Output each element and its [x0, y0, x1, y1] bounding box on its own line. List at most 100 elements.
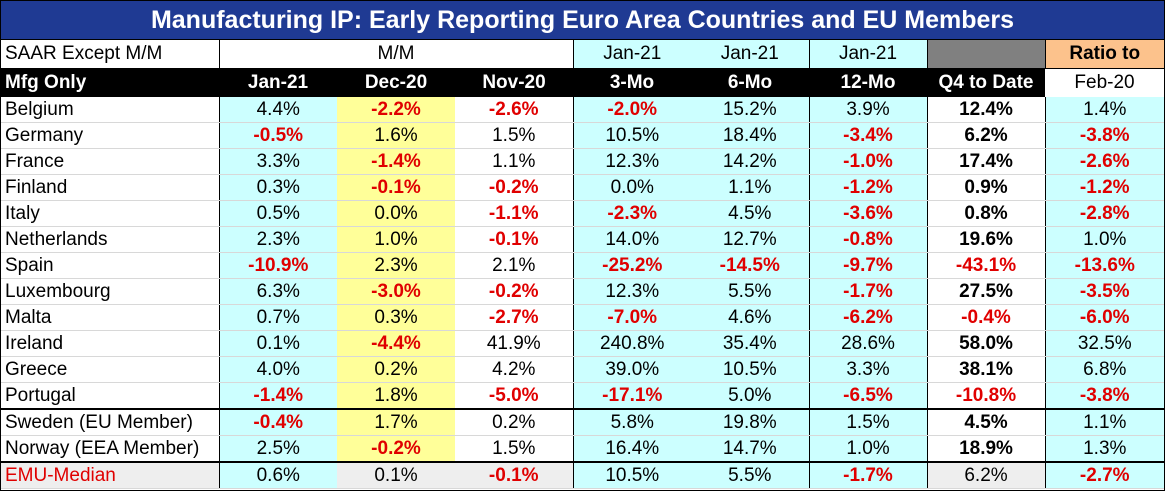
value-cell: -1.7%: [809, 461, 928, 489]
table-title: Manufacturing IP: Early Reporting Euro A…: [1, 1, 1164, 40]
value-cell: 1.1%: [455, 148, 574, 175]
value-cell: -1.1%: [455, 200, 574, 227]
header-cell: Mfg Only: [1, 68, 219, 97]
value-cell: 6.8%: [1045, 356, 1164, 383]
value-cell: 5.5%: [691, 278, 810, 305]
table-row: Italy 0.5% 0.0% -1.1% -2.3% 4.5% -3.6% 0.8% -2.8…: [1, 200, 1164, 227]
value-cell: 0.2%: [455, 408, 574, 436]
value-cell: 12.3%: [573, 148, 691, 175]
value-cell: 0.9%: [927, 174, 1046, 201]
country-label: Spain: [1, 252, 220, 279]
table-row: Spain -10.9% 2.3% 2.1% -25.2% -14.5% -9.7% -43.…: [1, 252, 1164, 279]
header-row-1: SAAR Except M/M M/M Jan-21 Jan-21 Jan-21…: [1, 40, 1164, 69]
table-row: Greece 4.0% 0.2% 4.2% 39.0% 10.5% 3.3% 38.1% 6.8…: [1, 356, 1164, 383]
table-row: Norway (EEA Member) 2.5% -0.2% 1.5% 16.4% 14.…: [1, 435, 1164, 463]
value-cell: -2.6%: [1045, 148, 1164, 175]
value-cell: 3.3%: [809, 356, 928, 383]
value-cell: -0.5%: [219, 122, 337, 149]
ip-table: SAAR Except M/M M/M Jan-21 Jan-21 Jan-21…: [1, 40, 1164, 489]
header-cell: Jan-21: [809, 40, 928, 69]
value-cell: -10.8%: [927, 382, 1046, 410]
value-cell: 19.6%: [927, 226, 1046, 253]
value-cell: 1.5%: [809, 408, 928, 436]
value-cell: -0.1%: [455, 226, 574, 253]
value-cell: -1.4%: [219, 382, 337, 410]
value-cell: 10.5%: [573, 122, 691, 149]
country-label: Ireland: [1, 330, 220, 357]
header-cell: Jan-21: [573, 40, 691, 69]
header-cell: Jan-21: [691, 40, 810, 69]
country-label: Italy: [1, 200, 220, 227]
table-row: Malta 0.7% 0.3% -2.7% -7.0% 4.6% -6.2% -0.4% -6.…: [1, 304, 1164, 331]
value-cell: -3.8%: [1045, 122, 1164, 149]
value-cell: -3.6%: [809, 200, 928, 227]
value-cell: 0.3%: [337, 304, 455, 331]
header-cell: 3-Mo: [573, 68, 691, 97]
header-cell: [219, 40, 337, 69]
value-cell: -3.5%: [1045, 278, 1164, 305]
header-cell: Nov-20: [455, 68, 573, 97]
country-label: Sweden (EU Member): [1, 408, 220, 436]
country-label: France: [1, 148, 220, 175]
value-cell: 16.4%: [573, 435, 691, 463]
value-cell: -2.2%: [337, 97, 455, 123]
value-cell: 1.5%: [455, 122, 574, 149]
value-cell: -25.2%: [573, 252, 691, 279]
table-row: Sweden (EU Member) -0.4% 1.7% 0.2% 5.8% 19.8%…: [1, 408, 1164, 436]
header-cell: 12-Mo: [809, 68, 927, 97]
table-row: Finland 0.3% -0.1% -0.2% 0.0% 1.1% -1.2% 0.9% -1…: [1, 174, 1164, 201]
value-cell: -0.2%: [455, 174, 574, 201]
value-cell: -0.4%: [927, 304, 1046, 331]
value-cell: -3.4%: [809, 122, 928, 149]
value-cell: -1.0%: [809, 148, 928, 175]
value-cell: 58.0%: [927, 330, 1046, 357]
value-cell: 6.3%: [219, 278, 337, 305]
value-cell: 6.2%: [927, 461, 1046, 489]
value-cell: 240.8%: [573, 330, 691, 357]
value-cell: -43.1%: [927, 252, 1046, 279]
value-cell: -0.4%: [219, 408, 337, 436]
value-cell: 4.4%: [219, 97, 337, 123]
value-cell: -0.8%: [809, 226, 928, 253]
table-row: France 3.3% -1.4% 1.1% 12.3% 14.2% -1.0% 17.4% -…: [1, 148, 1164, 175]
value-cell: 1.3%: [1045, 435, 1164, 463]
value-cell: 1.0%: [337, 226, 455, 253]
value-cell: -10.9%: [219, 252, 337, 279]
table-row: Germany -0.5% 1.6% 1.5% 10.5% 18.4% -3.4% 6.2% -…: [1, 122, 1164, 149]
value-cell: -1.2%: [809, 174, 928, 201]
value-cell: 5.5%: [691, 461, 810, 489]
value-cell: 10.5%: [691, 356, 810, 383]
value-cell: 38.1%: [927, 356, 1046, 383]
value-cell: -2.3%: [573, 200, 691, 227]
value-cell: 17.4%: [927, 148, 1046, 175]
value-cell: 1.4%: [1045, 97, 1164, 123]
value-cell: 4.2%: [455, 356, 574, 383]
value-cell: -2.7%: [455, 304, 574, 331]
value-cell: 1.6%: [337, 122, 455, 149]
value-cell: 2.3%: [337, 252, 455, 279]
country-label: EMU-Median: [1, 461, 220, 489]
header-cell: 6-Mo: [691, 68, 809, 97]
header-row-2: Mfg Only Jan-21 Dec-20 Nov-20 3-Mo 6-Mo …: [1, 68, 1164, 97]
value-cell: 0.3%: [219, 174, 337, 201]
value-cell: -6.2%: [809, 304, 928, 331]
value-cell: 14.7%: [691, 435, 810, 463]
value-cell: 0.6%: [219, 461, 337, 489]
table-row: Ireland 0.1% -4.4% 41.9% 240.8% 35.4% 28.6% 58.…: [1, 330, 1164, 357]
value-cell: 12.4%: [927, 97, 1046, 123]
country-label: Greece: [1, 356, 220, 383]
value-cell: 3.9%: [809, 97, 928, 123]
value-cell: 18.4%: [691, 122, 810, 149]
value-cell: -17.1%: [573, 382, 691, 410]
value-cell: -3.8%: [1045, 382, 1164, 410]
value-cell: 0.1%: [219, 330, 337, 357]
value-cell: 2.5%: [219, 435, 337, 463]
value-cell: 1.0%: [1045, 226, 1164, 253]
value-cell: 39.0%: [573, 356, 691, 383]
value-cell: 5.0%: [691, 382, 810, 410]
value-cell: 12.3%: [573, 278, 691, 305]
value-cell: 0.0%: [573, 174, 691, 201]
value-cell: -3.0%: [337, 278, 455, 305]
value-cell: 4.5%: [691, 200, 810, 227]
